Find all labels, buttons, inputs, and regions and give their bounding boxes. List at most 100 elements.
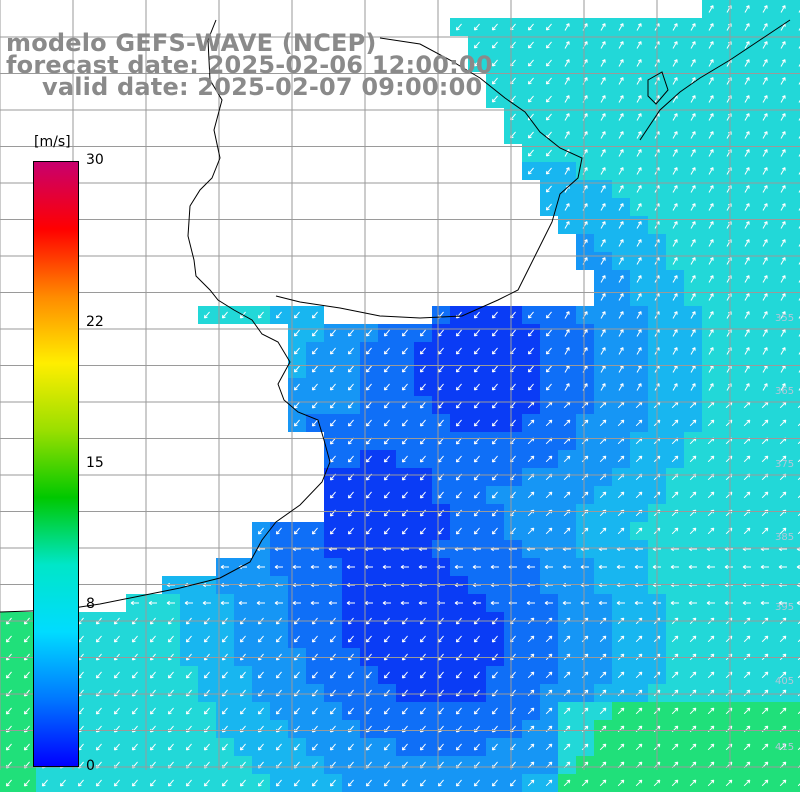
wind-arrow <box>599 743 607 751</box>
wind-arrow <box>617 779 625 787</box>
wind-arrow <box>672 113 678 121</box>
wind-arrow <box>672 203 678 211</box>
wind-arrow <box>564 221 570 229</box>
wind-arrow <box>563 635 571 643</box>
wind-arrow <box>779 419 787 427</box>
wind-arrow <box>545 167 552 175</box>
wind-speed-cell <box>792 54 800 72</box>
wind-arrow <box>526 564 535 570</box>
wind-arrow <box>347 401 354 409</box>
wind-arrow <box>780 77 786 85</box>
wind-arrow <box>797 477 800 481</box>
wind-arrow <box>797 783 800 787</box>
wind-arrow <box>346 600 355 606</box>
wind-arrow <box>636 23 642 31</box>
wind-arrow <box>617 671 625 679</box>
wind-arrow <box>203 779 210 787</box>
wind-arrow <box>563 491 571 499</box>
wind-arrow <box>762 329 768 337</box>
wind-arrow <box>743 419 751 427</box>
wind-arrow <box>690 149 696 157</box>
wind-arrow <box>707 707 715 715</box>
wind-arrow <box>527 635 535 643</box>
wind-arrow <box>220 564 229 570</box>
wind-arrow <box>688 564 697 570</box>
wind-arrow <box>257 743 264 751</box>
wind-arrow <box>455 419 462 427</box>
wind-arrow <box>257 635 264 643</box>
wind-arrow <box>311 743 318 751</box>
wind-arrow <box>636 347 642 355</box>
wind-arrow <box>761 779 769 787</box>
wind-speed-cell <box>792 144 800 162</box>
wind-arrow <box>779 743 787 751</box>
wind-arrow <box>743 671 751 679</box>
wind-arrow <box>383 779 390 787</box>
wind-arrow <box>455 671 462 679</box>
wind-arrow <box>311 419 318 427</box>
wind-arrow <box>708 347 714 355</box>
wind-arrow <box>455 635 462 643</box>
wind-speed-cell <box>792 432 800 450</box>
wind-speed-cell <box>792 126 800 144</box>
wind-arrow <box>293 401 300 409</box>
wind-arrow <box>780 185 786 193</box>
wind-arrow <box>311 635 318 643</box>
wind-arrow <box>545 77 552 85</box>
wind-arrow <box>708 5 714 13</box>
wind-arrow <box>401 509 408 517</box>
lat-lon-grid: 355 365 375 385 395 405 415 <box>0 0 800 770</box>
grid-edge-label: 365 <box>775 386 794 397</box>
wind-arrow <box>401 707 408 715</box>
wind-arrow <box>419 455 426 463</box>
wind-arrow <box>671 491 679 499</box>
wind-arrow <box>742 600 751 606</box>
wind-arrow <box>780 275 786 283</box>
grid-edge-label: 375 <box>775 459 794 470</box>
wind-arrow <box>600 239 606 247</box>
wind-arrow <box>473 779 480 787</box>
wind-arrow <box>690 311 696 319</box>
wind-arrow <box>527 527 535 535</box>
wind-arrow <box>418 600 427 606</box>
wind-arrow <box>347 365 354 373</box>
wind-arrow <box>780 113 786 121</box>
wind-arrow <box>473 671 480 679</box>
wind-arrow <box>744 239 750 247</box>
wind-arrow <box>239 707 246 715</box>
wind-arrow <box>689 419 697 427</box>
wind-arrow <box>780 347 786 355</box>
wind-arrow <box>455 743 462 751</box>
wind-arrow <box>383 509 390 517</box>
wind-arrow <box>527 167 534 175</box>
wind-arrow <box>636 95 642 103</box>
wind-arrow <box>203 671 210 679</box>
wind-arrow <box>473 707 480 715</box>
wind-arrow <box>672 311 678 319</box>
wind-arrow <box>491 41 498 49</box>
wind-arrow <box>779 779 787 787</box>
wind-arrow <box>347 347 354 355</box>
wind-arrow <box>455 779 462 787</box>
wind-arrow <box>275 527 282 535</box>
wind-arrow <box>383 347 390 355</box>
wind-arrow <box>564 329 570 337</box>
wind-arrow <box>618 347 624 355</box>
wind-arrow <box>761 671 769 679</box>
wind-arrow <box>401 635 408 643</box>
wind-arrow <box>527 59 534 67</box>
wind-arrow <box>401 365 408 373</box>
wind-arrow <box>23 707 30 715</box>
wind-arrow <box>599 527 607 535</box>
wind-arrow <box>762 131 768 139</box>
wind-arrow <box>5 707 12 715</box>
wind-arrow <box>275 671 282 679</box>
wind-arrow <box>292 600 301 606</box>
wind-arrow <box>708 275 714 283</box>
wind-arrow <box>617 419 625 427</box>
wind-arrow <box>563 689 571 697</box>
wind-arrow <box>203 707 210 715</box>
coastline-east <box>639 19 791 141</box>
wind-arrow <box>275 743 282 751</box>
wind-arrow <box>257 527 264 535</box>
